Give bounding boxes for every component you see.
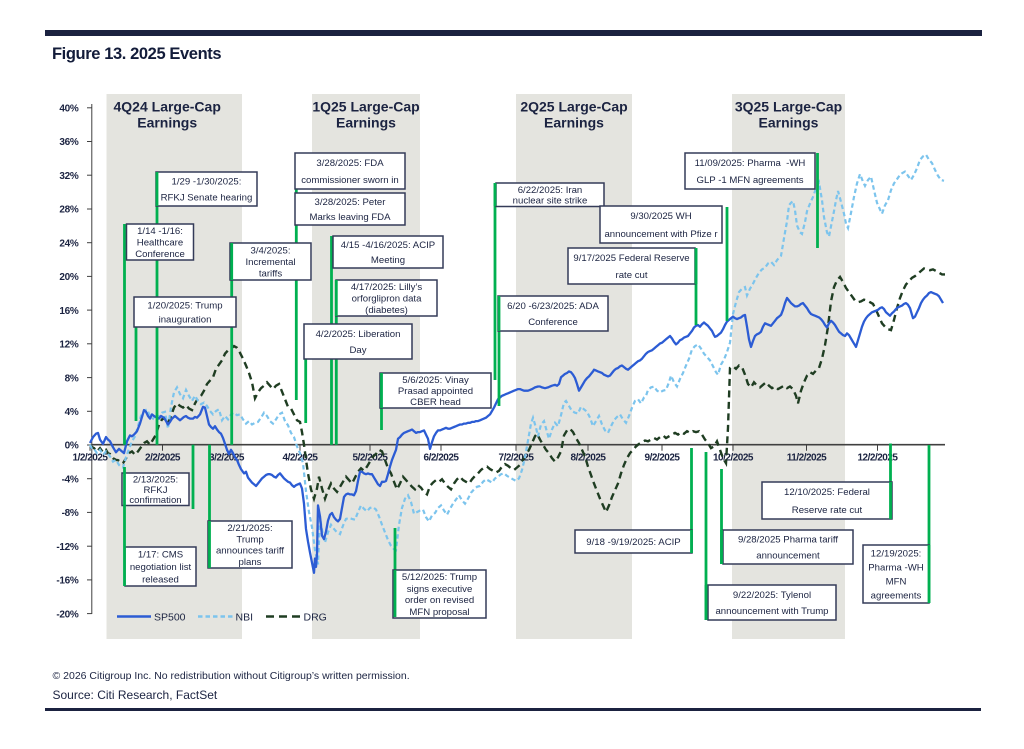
svg-text:8/2/2025: 8/2/2025 — [571, 453, 607, 464]
svg-text:RFKJ Senate hearing: RFKJ Senate hearing — [161, 193, 253, 204]
svg-text:5/6/2025: Vinay: 5/6/2025: Vinay — [402, 375, 469, 386]
svg-text:20%: 20% — [59, 272, 79, 283]
svg-text:-4%: -4% — [62, 474, 79, 485]
svg-text:-20%: -20% — [56, 609, 79, 620]
svg-text:Marks leaving FDA: Marks leaving FDA — [309, 212, 391, 223]
svg-text:released: released — [142, 574, 179, 585]
svg-text:1/14 -1/16:: 1/14 -1/16: — [137, 226, 183, 237]
svg-text:MFN: MFN — [886, 577, 907, 588]
svg-text:4/2/2025: 4/2/2025 — [283, 453, 319, 464]
svg-text:1/29 -1/30/2025:: 1/29 -1/30/2025: — [172, 177, 242, 188]
svg-text:tariffs: tariffs — [259, 269, 282, 280]
svg-text:6/22/2025: Iran: 6/22/2025: Iran — [518, 185, 583, 196]
svg-text:1/2/2025: 1/2/2025 — [73, 453, 109, 464]
svg-text:11/2/2025: 11/2/2025 — [787, 453, 827, 464]
svg-text:0%: 0% — [65, 441, 79, 452]
svg-text:7/2/2025: 7/2/2025 — [499, 453, 535, 464]
svg-text:inauguration: inauguration — [159, 315, 212, 326]
svg-text:Reserve rate cut: Reserve rate cut — [792, 505, 863, 516]
svg-text:9/28/2025 Pharma tariff: 9/28/2025 Pharma tariff — [738, 535, 838, 546]
svg-text:Day: Day — [349, 345, 366, 356]
svg-text:announcement with Trump: announcement with Trump — [715, 606, 828, 617]
svg-text:RFKJ: RFKJ — [144, 485, 168, 496]
svg-text:9/2/2025: 9/2/2025 — [645, 453, 681, 464]
svg-text:-16%: -16% — [56, 576, 79, 587]
svg-text:3/4/2025:: 3/4/2025: — [250, 245, 290, 256]
svg-text:agreements: agreements — [871, 591, 922, 602]
svg-text:12%: 12% — [59, 340, 79, 351]
svg-text:order on revised: order on revised — [405, 595, 474, 606]
svg-text:NBI: NBI — [236, 612, 254, 624]
svg-text:9/17/2025 Federal Reserve: 9/17/2025 Federal Reserve — [573, 253, 689, 264]
svg-text:orforglipron data: orforglipron data — [352, 294, 423, 305]
svg-text:3Q25 Large-Cap: 3Q25 Large-Cap — [735, 99, 842, 115]
svg-text:announcement with Pfize r: announcement with Pfize r — [604, 229, 718, 240]
svg-text:MFN proposal: MFN proposal — [409, 607, 469, 618]
svg-text:SP500: SP500 — [154, 612, 186, 624]
svg-text:3/28/2025: Peter: 3/28/2025: Peter — [315, 197, 387, 208]
svg-text:9/30/2025 WH: 9/30/2025 WH — [630, 211, 691, 222]
svg-text:announces tariff: announces tariff — [216, 546, 284, 557]
svg-text:Incremental: Incremental — [245, 257, 295, 268]
svg-text:Healthcare: Healthcare — [137, 238, 183, 249]
svg-text:DRG: DRG — [304, 612, 327, 624]
svg-text:2/21/2025:: 2/21/2025: — [227, 523, 272, 534]
svg-text:8%: 8% — [65, 373, 79, 384]
svg-text:36%: 36% — [59, 137, 79, 148]
svg-text:12/19/2025:: 12/19/2025: — [871, 549, 922, 560]
svg-text:plans: plans — [239, 557, 262, 568]
svg-text:9/18 -9/19/2025: ACIP: 9/18 -9/19/2025: ACIP — [586, 537, 680, 548]
svg-text:6/2/2025: 6/2/2025 — [424, 453, 460, 464]
svg-text:11/09/2025: Pharma -WH: 11/09/2025: Pharma -WH — [695, 158, 806, 169]
svg-text:10/2/2025: 10/2/2025 — [713, 453, 754, 464]
svg-text:commissioner sworn in: commissioner sworn in — [301, 175, 399, 186]
svg-text:12/2/2025: 12/2/2025 — [858, 453, 899, 464]
svg-text:CBER head: CBER head — [410, 397, 461, 408]
svg-text:Conference: Conference — [528, 317, 578, 328]
svg-text:4/15 -4/16/2025: ACIP: 4/15 -4/16/2025: ACIP — [341, 240, 435, 251]
svg-text:1/20/2025: Trump: 1/20/2025: Trump — [147, 301, 222, 312]
svg-text:rate cut: rate cut — [616, 270, 648, 281]
svg-text:Pharma -WH: Pharma -WH — [868, 563, 924, 574]
svg-text:(diabetes): (diabetes) — [365, 305, 408, 316]
svg-text:2Q25 Large-Cap: 2Q25 Large-Cap — [520, 99, 627, 115]
svg-text:4%: 4% — [65, 407, 79, 418]
svg-text:Earnings: Earnings — [336, 115, 396, 131]
svg-text:4Q24 Large-Cap: 4Q24 Large-Cap — [114, 99, 221, 115]
svg-text:5/12/2025: Trump: 5/12/2025: Trump — [402, 572, 477, 583]
svg-text:40%: 40% — [59, 104, 79, 115]
svg-text:-12%: -12% — [56, 542, 79, 553]
svg-text:5/2/2025: 5/2/2025 — [353, 453, 389, 464]
svg-text:Earnings: Earnings — [759, 115, 819, 131]
svg-text:2/13/2025:: 2/13/2025: — [133, 475, 178, 486]
svg-text:16%: 16% — [59, 306, 79, 317]
svg-text:4/2/2025: Liberation: 4/2/2025: Liberation — [316, 329, 401, 340]
svg-text:signs executive: signs executive — [407, 584, 473, 595]
svg-text:Earnings: Earnings — [544, 115, 604, 131]
svg-text:1/17: CMS: 1/17: CMS — [138, 550, 183, 561]
svg-text:Meeting: Meeting — [371, 255, 405, 266]
svg-text:6/20 -6/23/2025: ADA: 6/20 -6/23/2025: ADA — [507, 301, 599, 312]
svg-text:2/2/2025: 2/2/2025 — [145, 453, 181, 464]
svg-text:-8%: -8% — [62, 508, 79, 519]
svg-text:4/17/2025: Lilly’s: 4/17/2025: Lilly’s — [351, 282, 422, 293]
svg-text:32%: 32% — [59, 171, 79, 182]
svg-text:12/10/2025: Federal: 12/10/2025: Federal — [784, 487, 870, 498]
svg-text:3/2/2025: 3/2/2025 — [209, 453, 245, 464]
svg-text:28%: 28% — [59, 205, 79, 216]
svg-text:Trump: Trump — [236, 534, 263, 545]
svg-text:GLP -1 MFN agreements: GLP -1 MFN agreements — [697, 175, 804, 186]
svg-text:confirmation: confirmation — [129, 495, 181, 506]
svg-text:24%: 24% — [59, 238, 79, 249]
svg-text:Conference: Conference — [135, 249, 185, 260]
svg-text:nuclear site strike: nuclear site strike — [513, 196, 588, 207]
svg-text:Prasad appointed: Prasad appointed — [398, 386, 473, 397]
svg-text:9/22/2025: Tylenol: 9/22/2025: Tylenol — [733, 590, 811, 601]
svg-text:Earnings: Earnings — [137, 115, 197, 131]
svg-text:negotiation list: negotiation list — [130, 562, 192, 573]
svg-text:3/28/2025: FDA: 3/28/2025: FDA — [316, 158, 384, 169]
svg-text:1Q25 Large-Cap: 1Q25 Large-Cap — [312, 99, 419, 115]
svg-text:announcement: announcement — [756, 551, 820, 562]
